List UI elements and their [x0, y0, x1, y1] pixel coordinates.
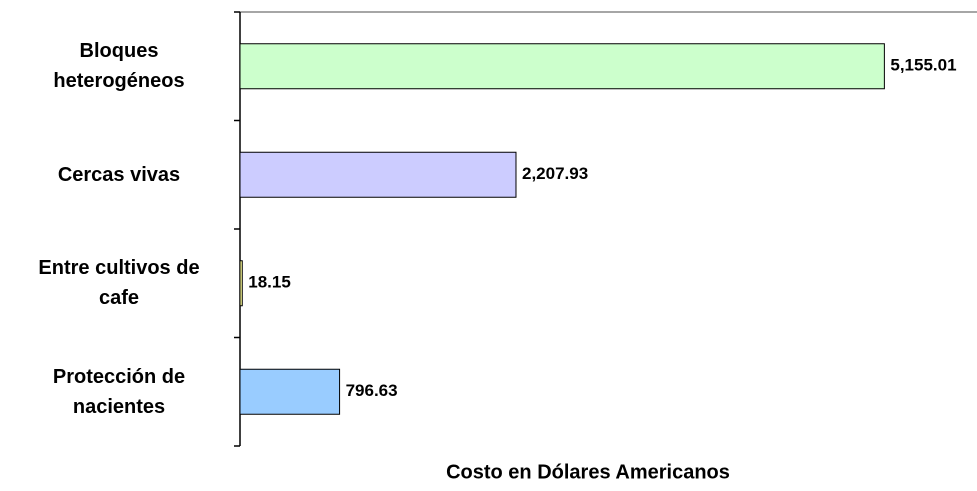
y-tick-label: Entre cultivos de cafe [38, 257, 200, 310]
y-tick-label: Protección de nacientes [52, 365, 186, 418]
bar [239, 43, 885, 90]
x-axis-title: Costo en Dólares Americanos [446, 461, 730, 483]
bar [239, 368, 341, 415]
data-label: 5,155.01 [890, 56, 956, 75]
y-tick-label: Bloques heterogéneos [53, 40, 185, 93]
data-label: 18.15 [248, 273, 291, 292]
y-tick-label: Cercas vivas [57, 163, 181, 186]
bar [239, 151, 517, 198]
data-label: 2,207.93 [522, 164, 588, 183]
data-label: 796.63 [346, 381, 398, 400]
bar [239, 260, 243, 307]
